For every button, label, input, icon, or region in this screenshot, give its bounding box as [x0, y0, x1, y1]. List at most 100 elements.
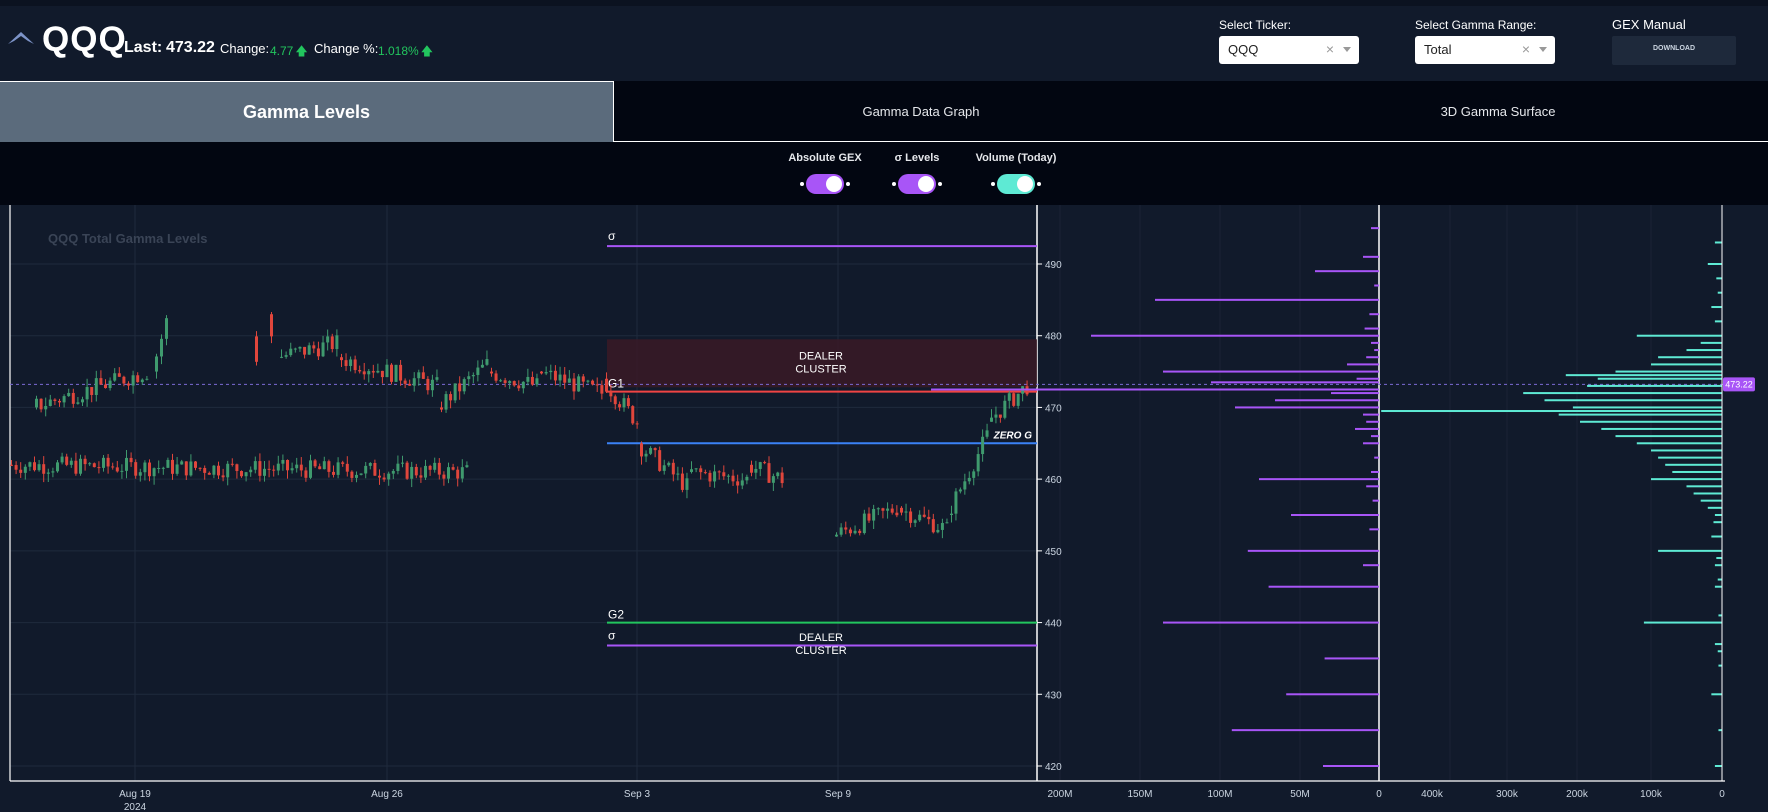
candlestick [399, 364, 403, 381]
clear-icon[interactable]: × [1325, 41, 1334, 57]
gex-bar [1247, 549, 1379, 552]
candlestick [382, 477, 386, 480]
candlestick [42, 464, 46, 474]
candlestick [327, 461, 331, 472]
candlestick [414, 466, 418, 476]
candlestick [189, 461, 193, 476]
gex-bar [1369, 528, 1379, 531]
logo-icon [8, 32, 34, 44]
candlestick [605, 378, 608, 392]
candlestick [553, 370, 557, 381]
candlestick [417, 372, 421, 379]
toggle-sigma-levels[interactable]: σ Levels [873, 152, 961, 194]
candlestick [958, 489, 962, 492]
candlestick [51, 471, 55, 473]
candlestick [143, 462, 147, 473]
gex-bar [1374, 456, 1379, 459]
chevron-down-icon[interactable] [1343, 47, 1351, 52]
candlestick [322, 461, 326, 470]
candlestick [909, 511, 913, 523]
candlestick [85, 387, 89, 400]
candlestick [904, 511, 908, 513]
tab-3d-gamma-surface[interactable]: 3D Gamma Surface [1440, 104, 1556, 119]
candlestick [595, 384, 599, 386]
volume-bar [1686, 349, 1722, 352]
candlestick [549, 370, 553, 373]
candlestick [175, 464, 179, 474]
candlestick [467, 376, 471, 380]
price-tick-label: 450 [1045, 547, 1062, 558]
candlestick [410, 466, 414, 479]
candlestick [503, 380, 507, 383]
candlestick [699, 468, 703, 473]
candlestick [373, 463, 377, 476]
candlestick [155, 356, 158, 372]
candlestick [780, 472, 784, 484]
chevron-down-icon[interactable] [1539, 47, 1547, 52]
candlestick [618, 404, 622, 408]
clear-icon[interactable]: × [1521, 41, 1530, 57]
volume-bar [1718, 614, 1722, 617]
candlestick [76, 402, 80, 404]
gex-bar [1259, 478, 1379, 481]
ticker-select[interactable]: QQQ × [1219, 36, 1359, 64]
toggle-volume-today[interactable]: Volume (Today) [966, 152, 1066, 194]
candlestick [940, 522, 944, 530]
up-arrow-icon: 🡅 [295, 44, 308, 58]
candlestick [345, 463, 349, 472]
candlestick [567, 378, 571, 383]
candlestick [890, 508, 894, 513]
candlestick [512, 381, 516, 386]
current-price-badge [1723, 377, 1755, 392]
download-button[interactable]: DOWNLOAD [1612, 36, 1736, 65]
gamma-range-select[interactable]: Total × [1415, 36, 1555, 64]
candlestick [318, 466, 322, 470]
price-tick-label: 490 [1045, 260, 1062, 271]
candlestick [740, 480, 744, 486]
candlestick [79, 458, 82, 474]
candlestick [649, 448, 653, 454]
toggle-label: Volume (Today) [975, 152, 1057, 164]
candlestick [295, 464, 299, 469]
candlestick [207, 472, 211, 475]
candlestick [931, 519, 935, 533]
toggle-switch[interactable] [991, 174, 1041, 194]
candlestick [927, 516, 931, 520]
candlestick [212, 465, 216, 475]
toggle-label: σ Levels [894, 152, 940, 164]
volume-bar [1587, 384, 1722, 387]
toggle-absolute-gex[interactable]: Absolute GEX [778, 152, 872, 194]
tab-gamma-data-graph[interactable]: Gamma Data Graph [862, 104, 980, 119]
candlestick [108, 380, 112, 389]
candlestick [344, 360, 348, 366]
candlestick [161, 467, 165, 469]
volume-bar [1714, 320, 1722, 323]
candlestick [754, 468, 758, 473]
candlestick [253, 461, 257, 470]
tab-gamma-levels[interactable]: Gamma Levels [0, 81, 614, 142]
candlestick [56, 462, 59, 472]
candlestick [408, 383, 412, 386]
candlestick [276, 463, 280, 471]
volume-bar [1572, 406, 1722, 409]
toggle-switch[interactable] [892, 174, 942, 194]
gex-bar [1374, 349, 1379, 352]
candlestick [644, 453, 648, 457]
candlestick [19, 469, 23, 473]
candlestick [244, 472, 248, 477]
candlestick [1003, 400, 1007, 418]
candlestick [613, 396, 617, 405]
volume-bar [1601, 427, 1722, 430]
candlestick [424, 465, 427, 478]
candlestick [115, 467, 119, 472]
candlestick [767, 463, 771, 483]
volume-bar [1597, 377, 1722, 380]
candlestick [359, 473, 363, 475]
candlestick [255, 336, 258, 362]
g2-label: G2 [608, 608, 624, 622]
toggle-switch[interactable] [800, 174, 850, 194]
volume-tick-label: 200k [1566, 789, 1589, 800]
volume-bar [1658, 456, 1722, 459]
volume-bar [1700, 499, 1722, 502]
candlestick [967, 477, 971, 482]
